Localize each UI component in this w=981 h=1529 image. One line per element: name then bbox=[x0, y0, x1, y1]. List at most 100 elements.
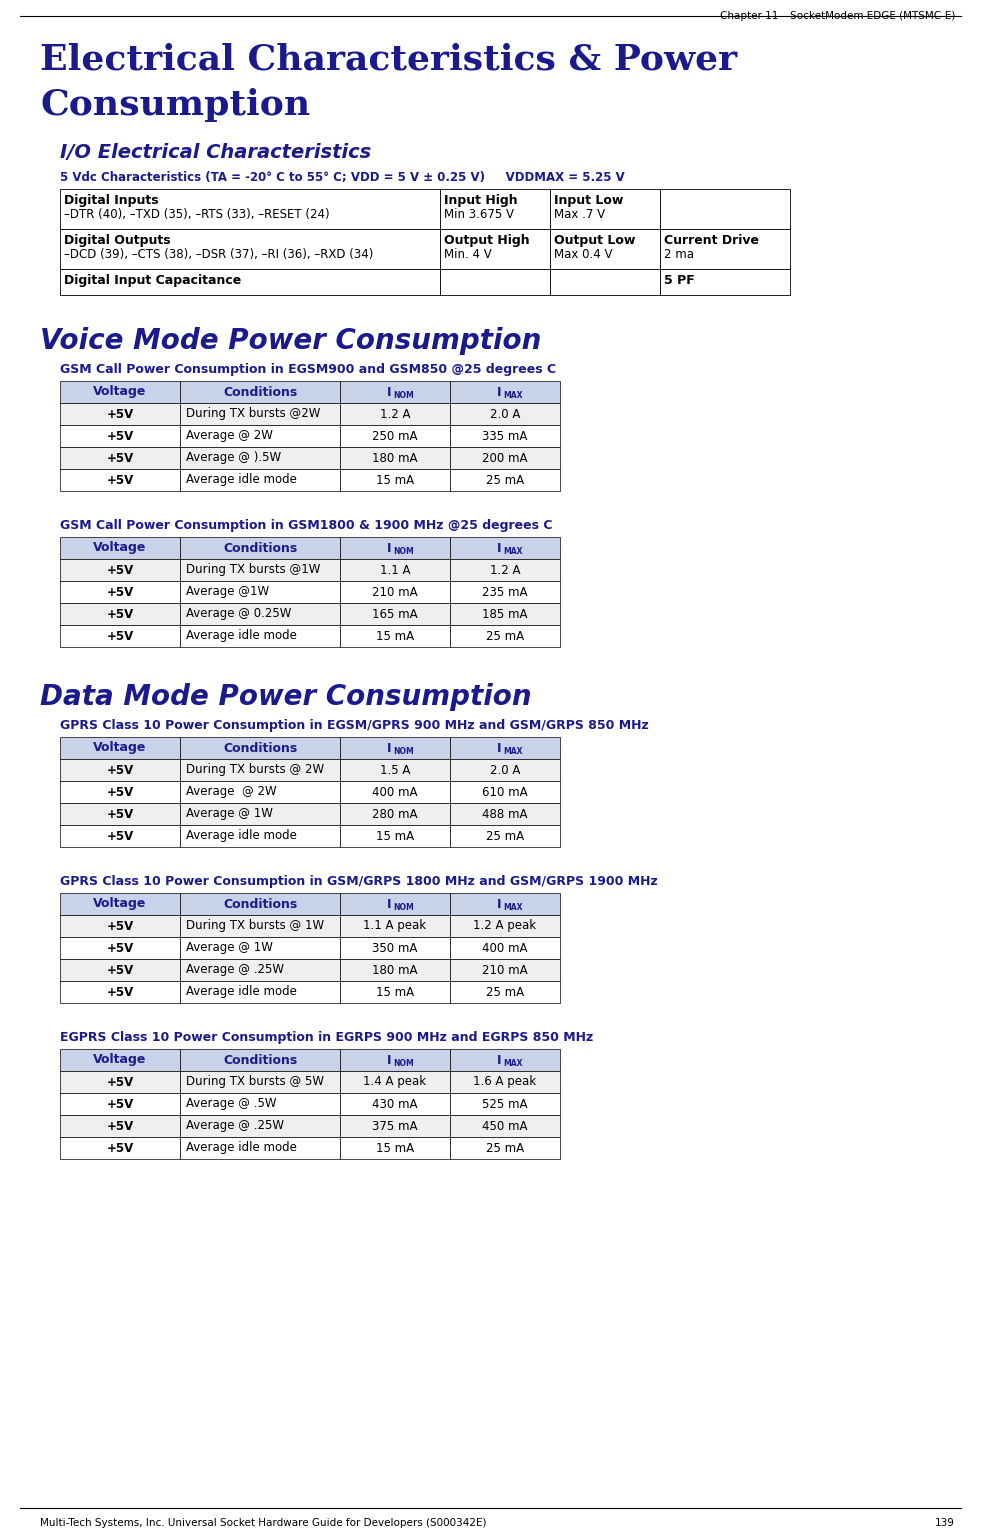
Bar bbox=[340, 446, 450, 469]
Bar bbox=[550, 229, 660, 269]
Text: Digital Inputs: Digital Inputs bbox=[64, 194, 159, 206]
Bar bbox=[60, 404, 180, 425]
Bar bbox=[440, 269, 550, 295]
Text: NOM: NOM bbox=[393, 748, 414, 755]
Bar bbox=[340, 404, 450, 425]
Text: 335 mA: 335 mA bbox=[483, 430, 528, 442]
Bar bbox=[450, 560, 560, 581]
Text: Input Low: Input Low bbox=[554, 194, 623, 206]
Bar bbox=[550, 269, 660, 295]
Bar bbox=[60, 803, 180, 826]
Bar bbox=[180, 581, 340, 602]
Text: I: I bbox=[497, 385, 501, 399]
Bar bbox=[340, 893, 450, 914]
Bar bbox=[340, 803, 450, 826]
Text: Output High: Output High bbox=[444, 234, 530, 248]
Text: MAX: MAX bbox=[503, 547, 523, 557]
Bar bbox=[60, 1115, 180, 1138]
Bar bbox=[450, 1115, 560, 1138]
Text: Average idle mode: Average idle mode bbox=[186, 630, 297, 642]
Bar bbox=[450, 446, 560, 469]
Text: Average idle mode: Average idle mode bbox=[186, 1142, 297, 1154]
Text: Digital Outputs: Digital Outputs bbox=[64, 234, 171, 248]
Text: Voltage: Voltage bbox=[93, 898, 147, 910]
Text: Average idle mode: Average idle mode bbox=[186, 830, 297, 842]
Text: +5V: +5V bbox=[106, 942, 133, 954]
Text: Conditions: Conditions bbox=[223, 898, 297, 910]
Bar bbox=[180, 893, 340, 914]
Text: GSM Call Power Consumption in GSM1800 & 1900 MHz @25 degrees C: GSM Call Power Consumption in GSM1800 & … bbox=[60, 518, 552, 532]
Text: I: I bbox=[497, 742, 501, 754]
Text: 165 mA: 165 mA bbox=[372, 607, 418, 621]
Bar bbox=[60, 914, 180, 937]
Bar bbox=[180, 781, 340, 803]
Text: I: I bbox=[497, 898, 501, 910]
Text: 430 mA: 430 mA bbox=[372, 1098, 418, 1110]
Text: 1.2 A: 1.2 A bbox=[380, 408, 410, 420]
Text: NOM: NOM bbox=[393, 547, 414, 557]
Text: During TX bursts @ 5W: During TX bursts @ 5W bbox=[186, 1075, 324, 1089]
Text: 25 mA: 25 mA bbox=[486, 1142, 524, 1154]
Text: Conditions: Conditions bbox=[223, 541, 297, 555]
Text: MAX: MAX bbox=[503, 391, 523, 401]
Bar bbox=[440, 229, 550, 269]
Text: 15 mA: 15 mA bbox=[376, 474, 414, 486]
Bar bbox=[60, 737, 180, 758]
Bar bbox=[450, 893, 560, 914]
Text: +5V: +5V bbox=[106, 564, 133, 576]
Text: 235 mA: 235 mA bbox=[483, 586, 528, 598]
Text: +5V: +5V bbox=[106, 963, 133, 977]
Bar bbox=[180, 602, 340, 625]
Bar bbox=[180, 982, 340, 1003]
Text: Electrical Characteristics & Power: Electrical Characteristics & Power bbox=[40, 41, 737, 76]
Text: Voltage: Voltage bbox=[93, 541, 147, 555]
Text: 1.1 A peak: 1.1 A peak bbox=[363, 919, 427, 933]
Text: 15 mA: 15 mA bbox=[376, 830, 414, 842]
Bar bbox=[450, 404, 560, 425]
Bar bbox=[180, 560, 340, 581]
Bar bbox=[60, 937, 180, 959]
Bar bbox=[340, 737, 450, 758]
Text: Chapter 11 – SocketModem EDGE (MTSMC-E): Chapter 11 – SocketModem EDGE (MTSMC-E) bbox=[720, 11, 955, 21]
Bar bbox=[180, 914, 340, 937]
Bar bbox=[450, 982, 560, 1003]
Text: +5V: +5V bbox=[106, 1142, 133, 1154]
Bar bbox=[180, 1070, 340, 1093]
Bar bbox=[60, 190, 440, 229]
Text: Digital Input Capacitance: Digital Input Capacitance bbox=[64, 274, 241, 287]
Bar bbox=[180, 469, 340, 491]
Bar bbox=[450, 1070, 560, 1093]
Text: Average @ 2W: Average @ 2W bbox=[186, 430, 273, 442]
Text: Multi-Tech Systems, Inc. Universal Socket Hardware Guide for Developers (S000342: Multi-Tech Systems, Inc. Universal Socke… bbox=[40, 1518, 487, 1527]
Text: GPRS Class 10 Power Consumption in EGSM/GPRS 900 MHz and GSM/GRPS 850 MHz: GPRS Class 10 Power Consumption in EGSM/… bbox=[60, 719, 648, 732]
Text: +5V: +5V bbox=[106, 1075, 133, 1089]
Bar bbox=[180, 937, 340, 959]
Text: 280 mA: 280 mA bbox=[372, 807, 418, 821]
Text: I: I bbox=[387, 541, 391, 555]
Bar bbox=[180, 959, 340, 982]
Text: NOM: NOM bbox=[393, 391, 414, 401]
Bar bbox=[60, 425, 180, 446]
Text: Voltage: Voltage bbox=[93, 742, 147, 754]
Bar bbox=[340, 560, 450, 581]
Text: 5 PF: 5 PF bbox=[664, 274, 695, 287]
Bar bbox=[180, 537, 340, 560]
Bar bbox=[340, 602, 450, 625]
Bar bbox=[60, 826, 180, 847]
Bar bbox=[450, 959, 560, 982]
Text: 180 mA: 180 mA bbox=[372, 963, 418, 977]
Text: EGPRS Class 10 Power Consumption in EGRPS 900 MHz and EGRPS 850 MHz: EGPRS Class 10 Power Consumption in EGRP… bbox=[60, 1031, 594, 1044]
Text: 375 mA: 375 mA bbox=[372, 1119, 418, 1133]
Text: Max .7 V: Max .7 V bbox=[554, 208, 605, 222]
Text: Min. 4 V: Min. 4 V bbox=[444, 248, 491, 261]
Text: 525 mA: 525 mA bbox=[483, 1098, 528, 1110]
Bar bbox=[340, 381, 450, 404]
Text: Average @ .25W: Average @ .25W bbox=[186, 963, 284, 977]
Text: +5V: +5V bbox=[106, 830, 133, 842]
Bar bbox=[60, 581, 180, 602]
Text: I: I bbox=[497, 541, 501, 555]
Bar bbox=[450, 758, 560, 781]
Text: Average  @ 2W: Average @ 2W bbox=[186, 786, 277, 798]
Bar bbox=[340, 1070, 450, 1093]
Bar bbox=[60, 381, 180, 404]
